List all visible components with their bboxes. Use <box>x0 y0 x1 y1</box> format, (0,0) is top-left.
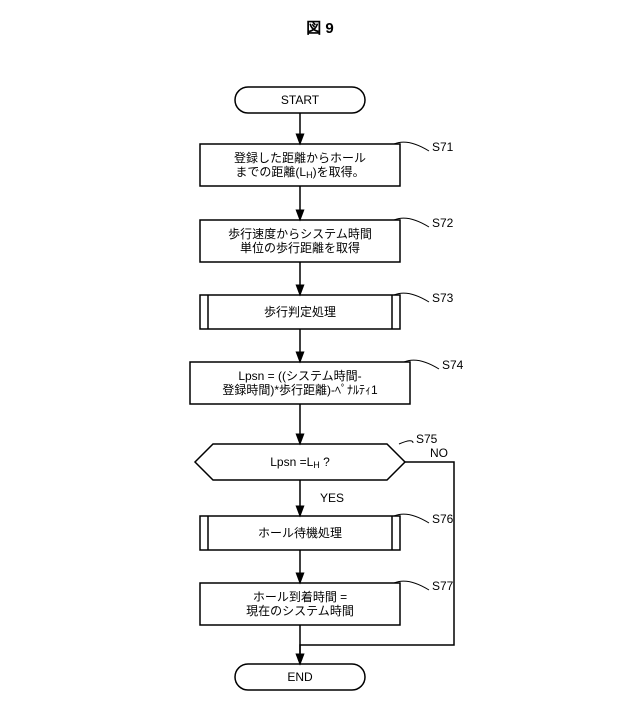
node-s73-text-0: 歩行判定処理 <box>264 304 336 319</box>
node-s77-id-label: S77 <box>432 579 454 593</box>
node-s74-text-1: 登録時間)*歩行距離)-ﾍﾟﾅﾙﾃｨ1 <box>222 382 378 397</box>
node-end-label: END <box>287 670 313 684</box>
node-s74-text-0: Lpsn = ((システム時間- <box>238 369 361 383</box>
node-s73-id-label: S73 <box>432 291 454 305</box>
node-s71-id-label: S71 <box>432 140 454 154</box>
node-s74-id-label: S74 <box>442 358 464 372</box>
node-s77-text-1: 現在のシステム時間 <box>246 604 354 618</box>
label-connector <box>399 441 413 444</box>
node-s72-id-label: S72 <box>432 216 454 230</box>
node-s75-text-0: Lpsn =LH ? <box>270 455 330 470</box>
edge-label-5: YES <box>320 491 344 505</box>
node-s75-id-label: S75 <box>416 432 438 446</box>
node-s76-id-label: S76 <box>432 512 454 526</box>
node-s72-text-1: 単位の歩行距離を取得 <box>240 240 360 255</box>
node-s77-text-0: ホール到着時間 = <box>253 589 347 604</box>
node-s76-text-0: ホール待機処理 <box>258 525 342 540</box>
figure-title: 図 9 <box>306 20 334 37</box>
node-s71-text-1: までの距離(LH)を取得。 <box>235 164 364 180</box>
edge-label-6: NO <box>430 446 448 460</box>
node-s71-text-0: 登録した距離からホール <box>234 150 366 165</box>
node-start-label: START <box>281 93 320 107</box>
node-s72-text-0: 歩行速度からシステム時間 <box>228 226 372 241</box>
